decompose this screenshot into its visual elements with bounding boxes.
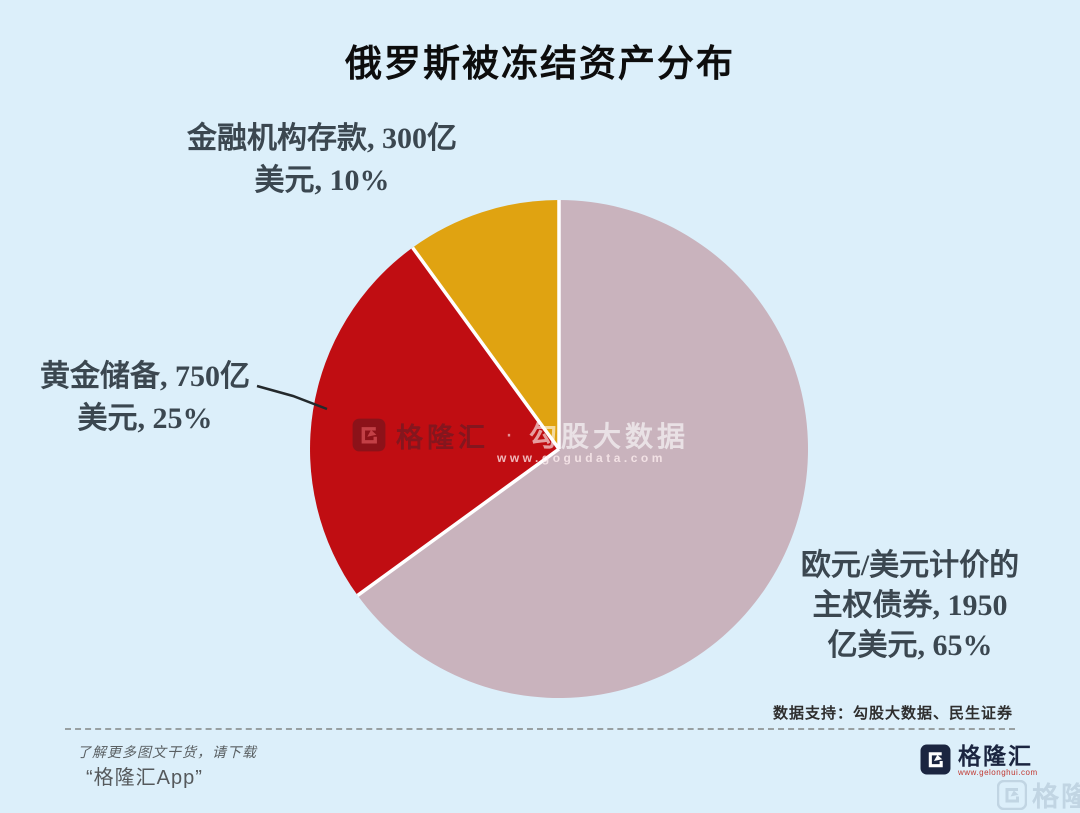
callout-bonds-line1: 欧元/美元计价的	[800, 549, 1020, 582]
pie-slice-deposits	[412, 200, 559, 449]
promo-app-name: “格隆汇App”	[86, 767, 203, 789]
pie-separator	[356, 447, 561, 597]
callout-deposits-line2: 美元, 10%	[254, 164, 390, 197]
chart-title: 俄罗斯被冻结资产分布	[345, 43, 735, 84]
callout-bonds-line3: 亿美元, 65%	[827, 629, 993, 662]
pie-slice-sovereign-bonds	[357, 200, 809, 698]
data-support-note: 数据支持：勾股大数据、民生证券	[772, 705, 1013, 722]
pie-slices	[310, 200, 809, 698]
callout-bonds-line2: 主权债券, 1950	[812, 589, 1008, 622]
logo-brand-url: www.gelonghui.com	[958, 768, 1038, 777]
gelonghui-logo: 格隆汇 www.gelonghui.com	[920, 744, 1038, 777]
gelonghui-g-icon	[920, 744, 951, 775]
promo-text: 了解更多图文干货，请下载	[77, 744, 257, 760]
pie-separator	[411, 246, 561, 451]
callout-deposits-line1: 金融机构存款, 300亿	[187, 122, 457, 155]
callout-gold-line2: 美元, 25%	[77, 402, 213, 435]
callout-bonds: 欧元/美元计价的 主权债券, 1950 亿美元, 65%	[760, 546, 1060, 666]
callout-gold: 黄金储备, 750亿 美元, 25%	[0, 356, 290, 440]
pie-slice-gold-reserves	[310, 247, 559, 596]
gelonghui-g-icon	[997, 779, 1027, 810]
gold-label-leader-line	[256, 384, 328, 411]
callout-deposits: 金融机构存款, 300亿 美元, 10%	[142, 118, 502, 202]
corner-watermark: 格隆汇	[997, 775, 1080, 813]
logo-brand-name: 格隆汇	[958, 743, 1033, 769]
corner-watermark-text: 格隆汇	[1032, 782, 1080, 812]
footer-divider	[65, 728, 1015, 730]
watermark-url: www.gogudata.com	[497, 451, 666, 465]
callout-gold-line1: 黄金储备, 750亿	[40, 360, 250, 393]
